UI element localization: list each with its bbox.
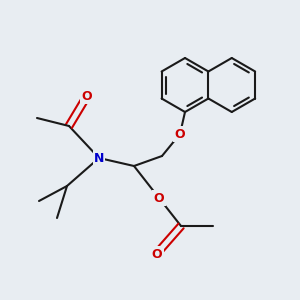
Text: O: O [154, 191, 164, 205]
Text: N: N [94, 152, 104, 164]
Text: O: O [152, 248, 162, 260]
Text: O: O [175, 128, 185, 140]
Text: O: O [82, 89, 92, 103]
